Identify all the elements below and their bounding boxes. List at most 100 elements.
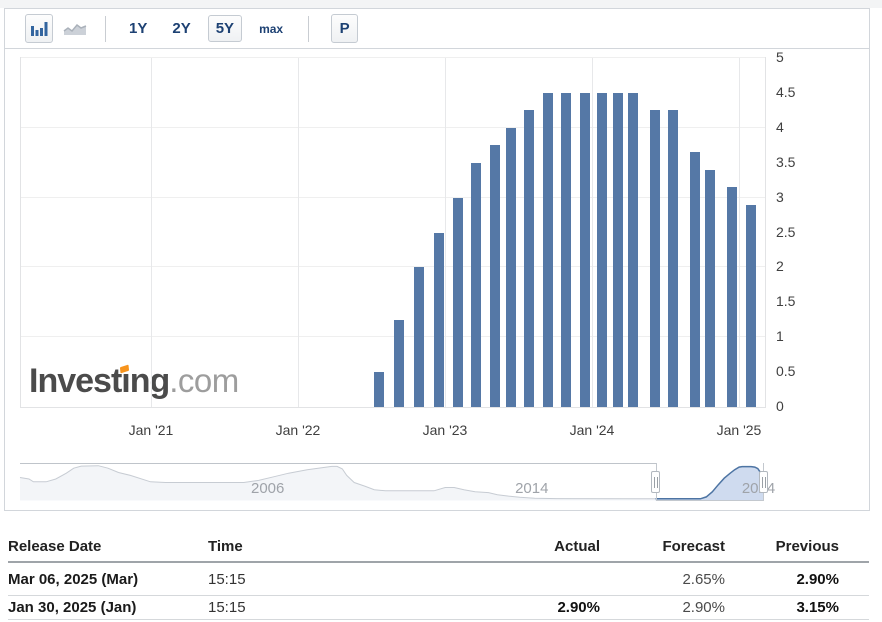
previous-cell: 3.15% bbox=[796, 599, 839, 616]
x-axis-tick-label: Jan '25 bbox=[716, 422, 762, 438]
x-axis-tick-label: Jan '24 bbox=[569, 422, 615, 438]
logo-text-part1: Invest bbox=[29, 362, 122, 400]
toolbar-separator bbox=[308, 15, 310, 42]
time-cell: 15:15 bbox=[208, 570, 246, 588]
y-axis-tick-label: 1 bbox=[776, 328, 784, 345]
navigator-history-line bbox=[19, 465, 656, 500]
chart-bar[interactable] bbox=[560, 92, 571, 407]
y-axis-tick-label: 2 bbox=[776, 258, 784, 275]
chart-bar[interactable] bbox=[667, 110, 678, 407]
y-axis-tick-label: 0 bbox=[776, 398, 784, 414]
chart-bar[interactable] bbox=[704, 169, 715, 407]
line-chart-icon bbox=[63, 23, 87, 35]
navigator-year-label: 2014 bbox=[515, 480, 549, 497]
chart-bar[interactable] bbox=[489, 145, 500, 407]
toolbar-separator bbox=[105, 15, 106, 42]
col-header-release-date: Release Date bbox=[8, 538, 102, 555]
navigator-left-handle[interactable] bbox=[651, 471, 661, 493]
x-axis-tick-label: Jan '22 bbox=[275, 422, 321, 438]
navigator-year-label: 2006 bbox=[250, 480, 285, 497]
y-gridline bbox=[21, 266, 765, 268]
logo-suffix: .com bbox=[169, 362, 239, 399]
previous-cell: 2.90% bbox=[796, 570, 839, 588]
range-button-1y[interactable]: 1Y bbox=[129, 20, 148, 37]
chart-bar[interactable] bbox=[453, 197, 464, 407]
range-button-group: 1Y 2Y 5Y max bbox=[121, 15, 300, 42]
chart-bar[interactable] bbox=[542, 92, 553, 407]
y-axis-tick-label: 4 bbox=[776, 118, 784, 135]
navigator-selected-area bbox=[655, 466, 764, 501]
y-axis: 0 0.5 1 1.5 2 2.5 3 3.5 4 4.5 5 bbox=[772, 49, 818, 414]
range-navigator[interactable]: 200620142024 bbox=[19, 463, 775, 501]
y-axis-tick-label: 3.5 bbox=[776, 153, 796, 170]
chart-widget: 1Y 2Y 5Y max P Investıng.com 0 0.5 1 1.5 2 2.5 3 3… bbox=[4, 8, 870, 511]
chart-bar[interactable] bbox=[413, 267, 424, 407]
navigator-selected-line bbox=[655, 465, 765, 500]
y-gridline bbox=[21, 57, 765, 58]
chart-bar[interactable] bbox=[745, 204, 756, 407]
table-row: Jan 30, 2025 (Jan) 15:15 2.90% 2.90% 3.1… bbox=[8, 596, 869, 620]
x-gridline bbox=[445, 58, 446, 407]
y-gridline bbox=[21, 196, 765, 198]
x-gridline bbox=[298, 58, 299, 407]
navigator-history-area bbox=[20, 465, 656, 501]
forecast-cell: 2.90% bbox=[682, 599, 725, 616]
chart-bar[interactable] bbox=[650, 110, 661, 407]
chart-bar[interactable] bbox=[394, 319, 405, 407]
release-date-cell: Jan 30, 2025 (Jan) bbox=[8, 599, 137, 616]
logo-text-part2: ng bbox=[129, 362, 171, 400]
page-top-strip bbox=[0, 0, 882, 8]
investing-logo-watermark: Investıng.com bbox=[29, 362, 239, 401]
y-axis-tick-label: 4.5 bbox=[776, 83, 796, 100]
x-axis-tick-label: Jan '21 bbox=[128, 422, 174, 438]
table-header-row: Release Date Time Actual Forecast Previo… bbox=[8, 531, 869, 563]
chart-type-bar-chart-button[interactable] bbox=[25, 14, 53, 43]
x-gridline bbox=[592, 58, 593, 407]
chart-bar[interactable] bbox=[689, 152, 700, 407]
navigator-right-handle[interactable] bbox=[759, 471, 769, 493]
x-axis-tick-label: Jan '23 bbox=[422, 422, 468, 438]
chart-bar[interactable] bbox=[470, 162, 481, 407]
chart-toolbar: 1Y 2Y 5Y max P bbox=[5, 9, 869, 49]
bar-chart-icon bbox=[30, 22, 47, 36]
main-chart-plot-area[interactable]: Investıng.com bbox=[20, 57, 766, 408]
time-cell: 15:15 bbox=[208, 599, 246, 616]
chart-bar[interactable] bbox=[373, 372, 384, 407]
chart-bar[interactable] bbox=[597, 92, 608, 407]
y-axis-tick-label: 5 bbox=[776, 49, 784, 65]
release-date-cell: Mar 06, 2025 (Mar) bbox=[8, 570, 139, 588]
col-header-actual: Actual bbox=[554, 538, 600, 555]
x-gridline bbox=[739, 58, 740, 407]
col-header-forecast: Forecast bbox=[662, 538, 725, 555]
period-button[interactable]: P bbox=[331, 14, 359, 43]
navigator-selection-window[interactable] bbox=[655, 463, 764, 501]
y-axis-tick-label: 0.5 bbox=[776, 363, 796, 380]
forecast-cell: 2.65% bbox=[682, 570, 725, 588]
navigator-outline bbox=[20, 463, 656, 464]
col-header-time: Time bbox=[208, 538, 243, 555]
actual-cell: 2.90% bbox=[557, 599, 600, 616]
y-axis-tick-label: 3 bbox=[776, 188, 784, 205]
range-button-5y[interactable]: 5Y bbox=[207, 15, 243, 42]
col-header-previous: Previous bbox=[775, 538, 839, 555]
chart-bar[interactable] bbox=[579, 92, 590, 407]
chart-bar[interactable] bbox=[726, 187, 737, 407]
chart-bar[interactable] bbox=[506, 127, 517, 407]
chart-bar[interactable] bbox=[628, 92, 639, 407]
chart-bar[interactable] bbox=[523, 110, 534, 407]
x-gridline bbox=[151, 58, 152, 407]
range-button-2y[interactable]: 2Y bbox=[172, 20, 191, 37]
logo-i-orange-dot: ı bbox=[121, 362, 131, 400]
y-gridline bbox=[21, 126, 765, 128]
chart-type-line-chart-button[interactable] bbox=[61, 14, 89, 43]
range-button-max[interactable]: max bbox=[259, 21, 284, 36]
chart-bar[interactable] bbox=[613, 92, 624, 407]
y-axis-tick-label: 1.5 bbox=[776, 293, 796, 310]
releases-table: Release Date Time Actual Forecast Previo… bbox=[8, 531, 869, 620]
x-axis: Jan '21 Jan '22 Jan '23 Jan '24 Jan '25 bbox=[20, 415, 766, 438]
y-axis-tick-label: 2.5 bbox=[776, 223, 796, 240]
chart-bar[interactable] bbox=[434, 232, 445, 407]
navigator-mini-chart bbox=[19, 465, 765, 501]
y-gridline bbox=[21, 336, 765, 338]
table-row: Mar 06, 2025 (Mar) 15:15 2.65% 2.90% bbox=[8, 563, 869, 596]
